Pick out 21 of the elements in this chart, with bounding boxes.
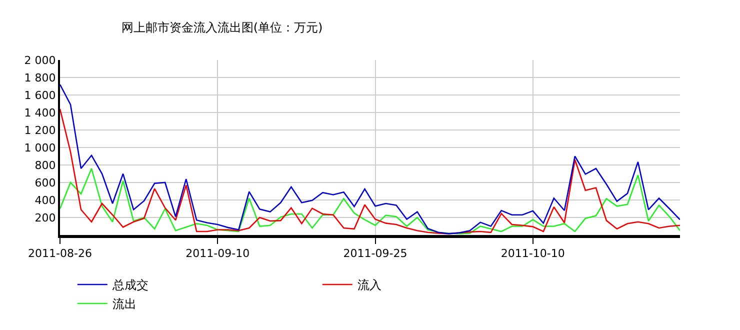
x-tick-label: 2011-10-10: [500, 247, 565, 260]
y-tick-label: 1 400: [24, 106, 56, 120]
y-tick-label: 800: [34, 158, 56, 172]
legend-label: 总成交: [111, 278, 148, 292]
line-series: [60, 84, 680, 234]
y-tick-label: 200: [34, 211, 56, 224]
y-tick-label: 600: [34, 176, 56, 190]
legend-label: 流出: [112, 297, 136, 312]
y-tick-label: 1 800: [24, 71, 56, 84]
chart-title: 网上邮市资金流入流出图(单位：万元): [121, 20, 323, 34]
x-tick-label: 2011-09-25: [343, 247, 408, 260]
legend-label: 流入: [357, 278, 382, 292]
line-series: [60, 108, 680, 234]
y-tick-label: 1 000: [24, 141, 56, 154]
line-series: [60, 168, 680, 234]
y-tick-label: 2 000: [24, 54, 56, 67]
x-tick-label: 2011-08-26: [28, 247, 92, 260]
y-tick-label: 400: [34, 194, 56, 207]
y-tick-label: 1 200: [24, 124, 56, 137]
y-tick-label: 1 600: [24, 88, 56, 102]
x-tick-label: 2011-09-10: [186, 247, 250, 260]
